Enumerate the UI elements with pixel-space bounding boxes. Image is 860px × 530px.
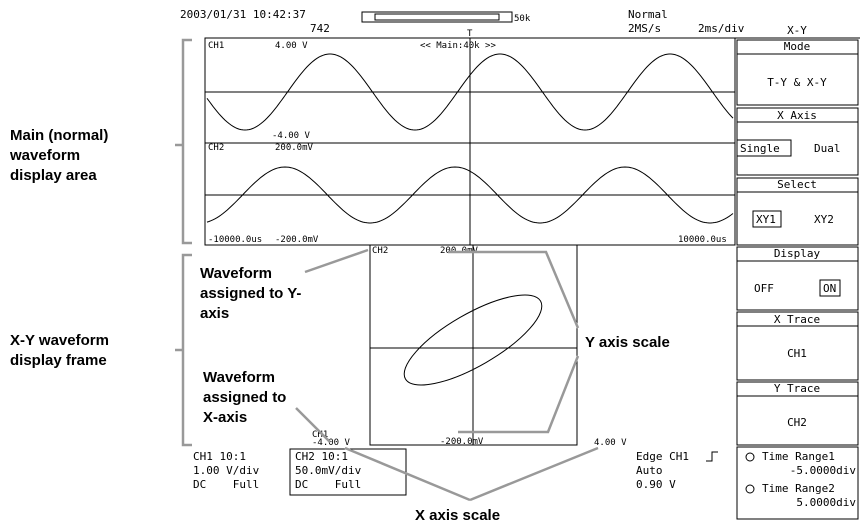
- ch2-status: 50.0mV/div: [295, 464, 362, 477]
- x-axis-button[interactable]: X Axis Single Dual: [736, 107, 859, 176]
- bracket: [175, 38, 192, 245]
- menu-option: ON: [823, 282, 836, 295]
- sample-rate: 2MS/s: [628, 22, 661, 35]
- xy-x-left: -4.00 V: [312, 438, 351, 448]
- trigger-marker: T: [467, 29, 473, 39]
- callout-text: assigned to Y-: [200, 285, 301, 302]
- oscilloscope-screen: 2003/01/31 10:42:37 742 50k Normal 2MS/s…: [180, 8, 745, 496]
- ch1-status: 1.00 V/div: [193, 464, 260, 477]
- callout-text: display frame: [10, 352, 107, 369]
- x-trace-button[interactable]: X Trace CH1: [736, 311, 859, 381]
- menu-label: X Trace: [774, 313, 820, 326]
- time-left: -10000.0us: [208, 235, 262, 245]
- datetime: 2003/01/31 10:42:37: [180, 8, 306, 21]
- menu-title: X-Y: [787, 24, 807, 37]
- menu-value: CH1: [787, 347, 807, 360]
- ch2-top: 200.0mV: [275, 143, 314, 153]
- leader-line: [295, 407, 331, 443]
- callout-text: axis: [200, 305, 229, 322]
- menu-label: Mode: [784, 40, 811, 53]
- menu-label: X Axis: [777, 109, 817, 122]
- trigger-status: Auto: [636, 464, 663, 477]
- menu-value: CH2: [787, 416, 807, 429]
- menu-option: XY1: [756, 213, 776, 226]
- callout-text: Y axis scale: [585, 334, 670, 351]
- menu-option: Dual: [814, 142, 841, 155]
- ch1-top: 4.00 V: [275, 41, 308, 51]
- menu-value: 5.0000div: [796, 496, 856, 509]
- menu-option: OFF: [754, 282, 774, 295]
- leader-line: [304, 248, 369, 274]
- xy-x-label: CH1: [312, 430, 328, 440]
- menu-option: XY2: [814, 213, 834, 226]
- menu-label: Select: [777, 178, 817, 191]
- record-bar: [361, 11, 513, 23]
- leader-line: [344, 446, 599, 502]
- xy-waveform: [403, 294, 543, 386]
- xy-x-right: 4.00 V: [594, 438, 627, 448]
- callout-text: waveform: [9, 147, 80, 164]
- edge-icon: [706, 451, 718, 462]
- callout-text: Waveform: [203, 369, 275, 386]
- time-right: 10000.0us: [678, 235, 727, 245]
- y-trace-button[interactable]: Y Trace CH2: [736, 381, 859, 446]
- time-range-button[interactable]: Time Range1 -5.0000div Time Range2 5.000…: [736, 446, 859, 520]
- trigger-status: Edge CH1: [636, 450, 689, 463]
- side-menu: X-Y Mode T-Y & X-Y X Axis Single Dual Se…: [735, 24, 860, 520]
- leader-line: [448, 250, 580, 434]
- xy-y-bottom: -200.0mV: [440, 437, 484, 447]
- callout-text: Main (normal): [10, 127, 108, 144]
- menu-option: Single: [740, 142, 780, 155]
- ch2-waveform: [206, 166, 734, 224]
- callout-text: assigned to: [203, 389, 286, 406]
- callout-text: X-Y waveform: [10, 332, 109, 349]
- ch2-label: CH2: [208, 143, 224, 153]
- trigger-status: 0.90 V: [636, 478, 676, 491]
- ch1-status: DC Full: [193, 478, 259, 491]
- callout-text: X-axis: [203, 409, 247, 426]
- ch1-waveform: [206, 53, 734, 131]
- ch1-bottom: -4.00 V: [272, 131, 311, 141]
- display-button[interactable]: Display OFF ON: [736, 246, 859, 311]
- menu-label: Time Range1: [762, 450, 835, 463]
- menu-value: T-Y & X-Y: [767, 76, 827, 89]
- xy-y-label: CH2: [372, 246, 388, 256]
- menu-label: Y Trace: [774, 382, 820, 395]
- record-bar-inner: [374, 13, 500, 21]
- callouts: Main (normal) waveform display area X-Y …: [9, 38, 670, 524]
- callout-text: Waveform: [200, 265, 272, 282]
- ch2-status: DC Full: [295, 478, 361, 491]
- callout-text: display area: [10, 167, 97, 184]
- record-length: 50k: [514, 14, 531, 24]
- select-button[interactable]: Select XY1 XY2: [736, 177, 859, 246]
- trigger-mode: Normal: [628, 8, 668, 21]
- ch1-label: CH1: [208, 41, 224, 51]
- timebase: 2ms/div: [698, 22, 745, 35]
- count: 742: [310, 22, 330, 35]
- bracket: [175, 253, 192, 447]
- ch2-bottom: -200.0mV: [275, 235, 319, 245]
- menu-value: -5.0000div: [790, 464, 857, 477]
- ch2-status: CH2 10:1: [295, 450, 348, 463]
- menu-label: Display: [774, 247, 821, 260]
- menu-label: Time Range2: [762, 482, 835, 495]
- mode-button[interactable]: Mode T-Y & X-Y: [736, 39, 859, 106]
- ch1-status: CH1 10:1: [193, 450, 246, 463]
- zoom: << Main:40k >>: [420, 41, 496, 51]
- callout-text: X axis scale: [415, 507, 500, 524]
